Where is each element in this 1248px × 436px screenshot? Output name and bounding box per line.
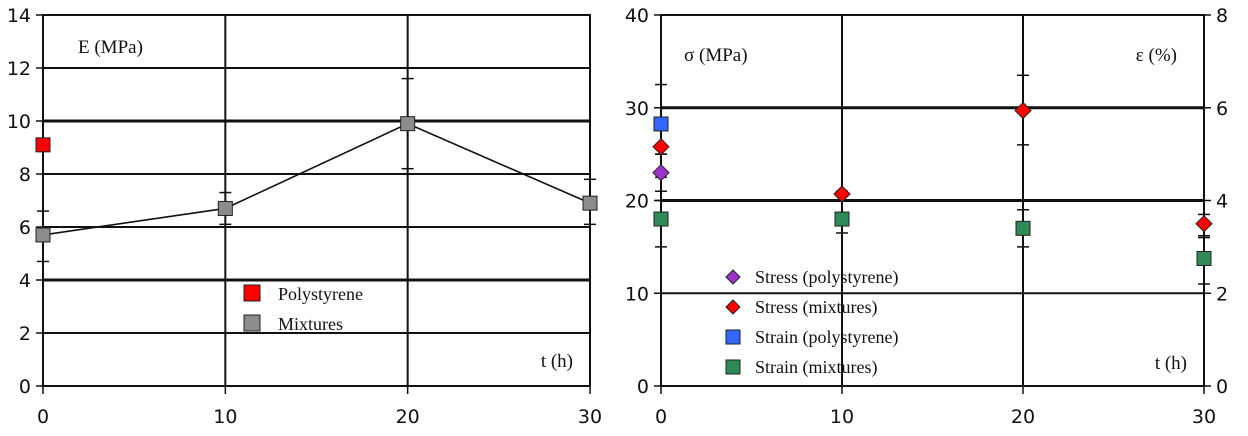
modulus-y-tick-label: 12 [7,58,31,80]
series-line-mixtures [42,122,591,236]
strain-y2-tick-label: 6 [1216,98,1228,120]
point-stress-mixtures [1014,101,1032,120]
modulus-legend-swatch [243,284,261,302]
point-stress-mixtures [652,137,670,156]
strain-y2-tick-label: 4 [1216,191,1228,213]
strain-y2-tick-label: 8 [1216,5,1228,27]
point-strain-mixtures [1015,220,1031,236]
stress-legend-label: Stress (polystyrene) [755,267,898,288]
stress-legend-swatch [725,269,741,285]
modulus-y-tick-label: 2 [19,323,31,345]
modulus-legend-label: Mixtures [278,314,343,334]
strain-chart-y2label: ε (%) [1136,45,1177,66]
modulus-y-tick-label: 8 [19,164,31,186]
modulus-legend-swatch [243,314,261,332]
stress-chart-ylabel: σ (MPa) [684,45,748,66]
strain-y2-tick-label: 2 [1216,283,1228,305]
modulus-point-polystyrene [35,137,51,153]
modulus-legend-label: Polystyrene [278,284,363,304]
stress-y-tick-label: 20 [625,191,649,213]
stress-y-tick-label: 10 [625,283,649,305]
modulus-y-tick-label: 10 [7,111,31,133]
stress-y-tick-label: 40 [625,5,649,27]
stress-legend-label: Strain (mixtures) [755,357,877,378]
stress-y-tick-label: 30 [625,98,649,120]
stress-x-tick-label: 20 [1011,406,1035,428]
modulus-x-tick-label: 10 [213,406,237,428]
stress-chart-xlabel: t (h) [1155,353,1187,374]
modulus-point-mixtures [582,195,598,211]
stress-x-tick-label: 10 [830,406,854,428]
stress-legend-swatch [725,359,741,375]
point-strain-mixtures [1196,250,1212,266]
modulus-y-tick-label: 14 [7,5,31,27]
stress-x-tick-label: 0 [655,406,667,428]
strain-y2-tick-label: 0 [1216,376,1228,398]
modulus-y-tick-label: 6 [19,217,31,239]
point-stress-mixtures [1195,214,1213,233]
modulus-x-tick-label: 0 [37,406,49,428]
modulus-point-mixtures [35,227,51,243]
stress-x-tick-label: 30 [1192,406,1216,428]
modulus-point-mixtures [217,200,233,216]
stress-legend-swatch [725,299,741,315]
modulus-x-tick-label: 20 [396,406,420,428]
point-stress-polystyrene [652,163,670,182]
modulus-chart: E (MPa) t (h) 0 2 4 6 8 10 12 14 0 10 20 30 Polystyr… [7,5,602,428]
point-strain-mixtures [834,211,850,227]
point-stress-mixtures [833,185,851,203]
point-strain-polystyrene [653,116,669,132]
point-strain-mixtures [653,211,669,227]
modulus-x-tick-label: 30 [578,406,602,428]
modulus-point-mixtures [400,116,416,132]
stress-y-tick-label: 0 [637,376,649,398]
modulus-chart-xlabel: t (h) [541,351,573,372]
stress-strain-chart: σ (MPa) ε (%) t (h) 0 10 20 30 40 0 2 4 6 8 0 10 20 3… [625,5,1228,428]
modulus-y-tick-label: 4 [19,270,31,292]
stress-legend-label: Strain (polystyrene) [755,327,898,348]
modulus-chart-ylabel: E (MPa) [78,37,143,58]
modulus-y-tick-label: 0 [19,376,31,398]
stress-legend-swatch [725,329,741,345]
stress-legend-label: Stress (mixtures) [755,297,877,318]
